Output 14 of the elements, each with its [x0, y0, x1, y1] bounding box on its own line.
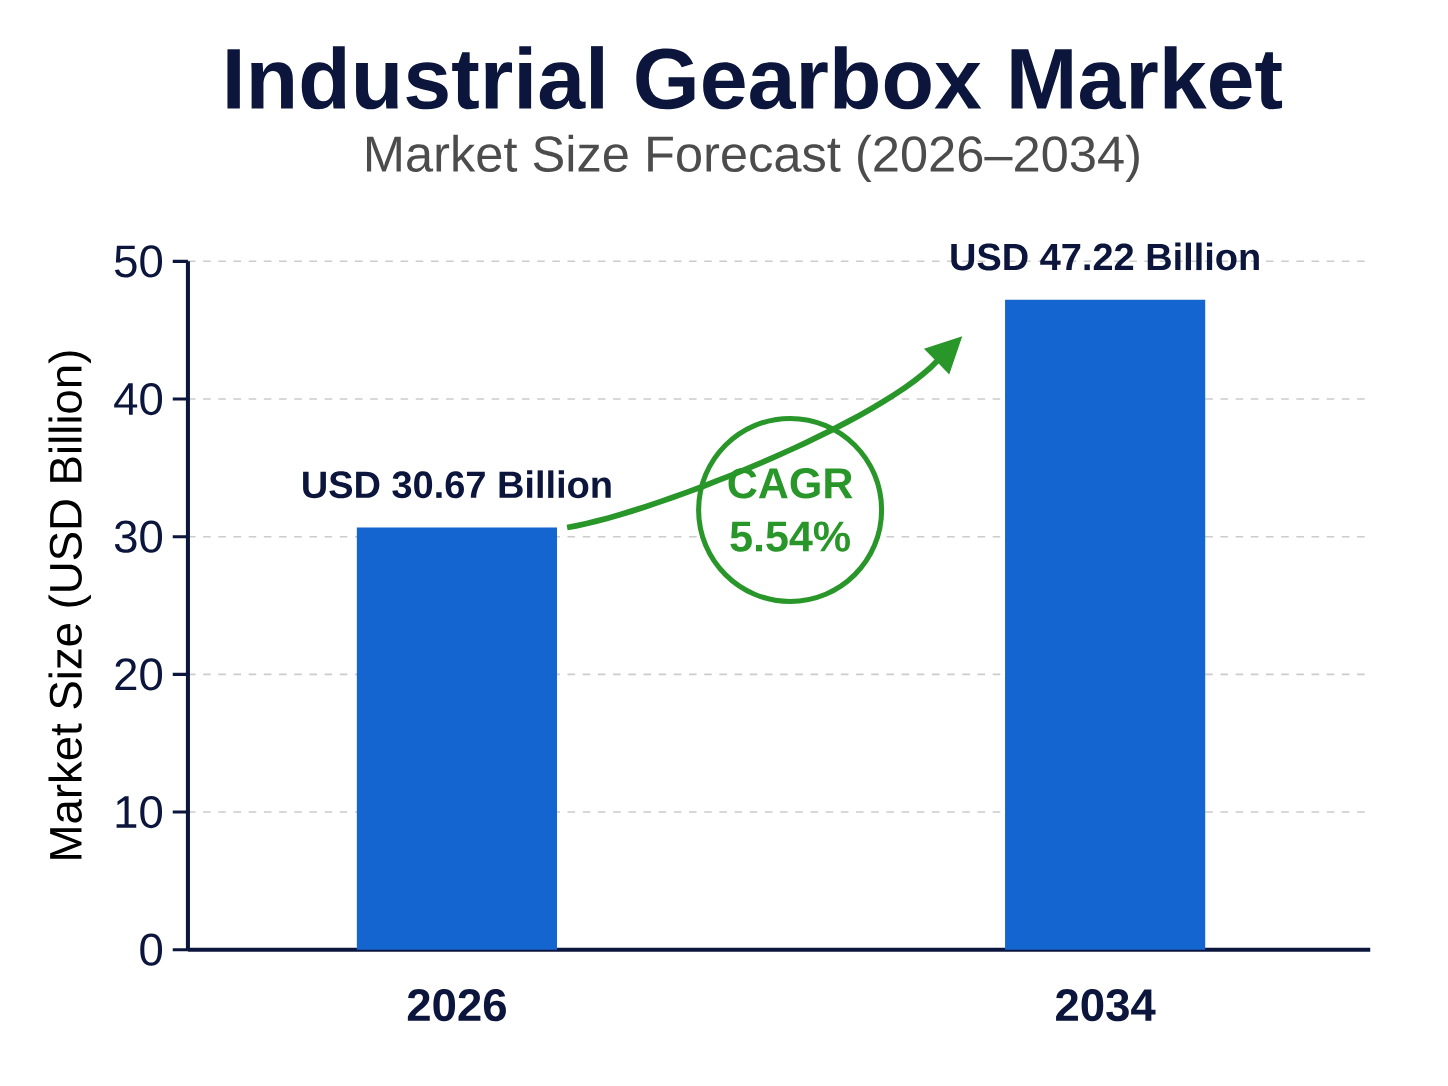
y-tick-label: 0	[140, 933, 163, 966]
data-label: USD 30.67 Billion	[303, 470, 611, 499]
y-tick-label: 50	[114, 245, 163, 278]
y-tick-label: 30	[114, 520, 163, 553]
x-tick-label: 2034	[1056, 989, 1156, 1022]
chart-title: Industrial Gearbox Market	[227, 46, 1283, 110]
y-tick-label: 40	[114, 382, 163, 416]
x-tick-label: 2026	[407, 989, 506, 1022]
y-axis-title: Market Size (USD Billion)	[48, 351, 91, 859]
y-tick-label: 20	[115, 658, 163, 691]
annotation: CAGR 5.54%	[728, 468, 853, 552]
data-label: USD 47.22 Billion	[951, 242, 1259, 271]
y-tick-label: 10	[116, 795, 163, 829]
chart-subtitle: Market Size Forecast (2026–2034)	[366, 134, 1139, 183]
